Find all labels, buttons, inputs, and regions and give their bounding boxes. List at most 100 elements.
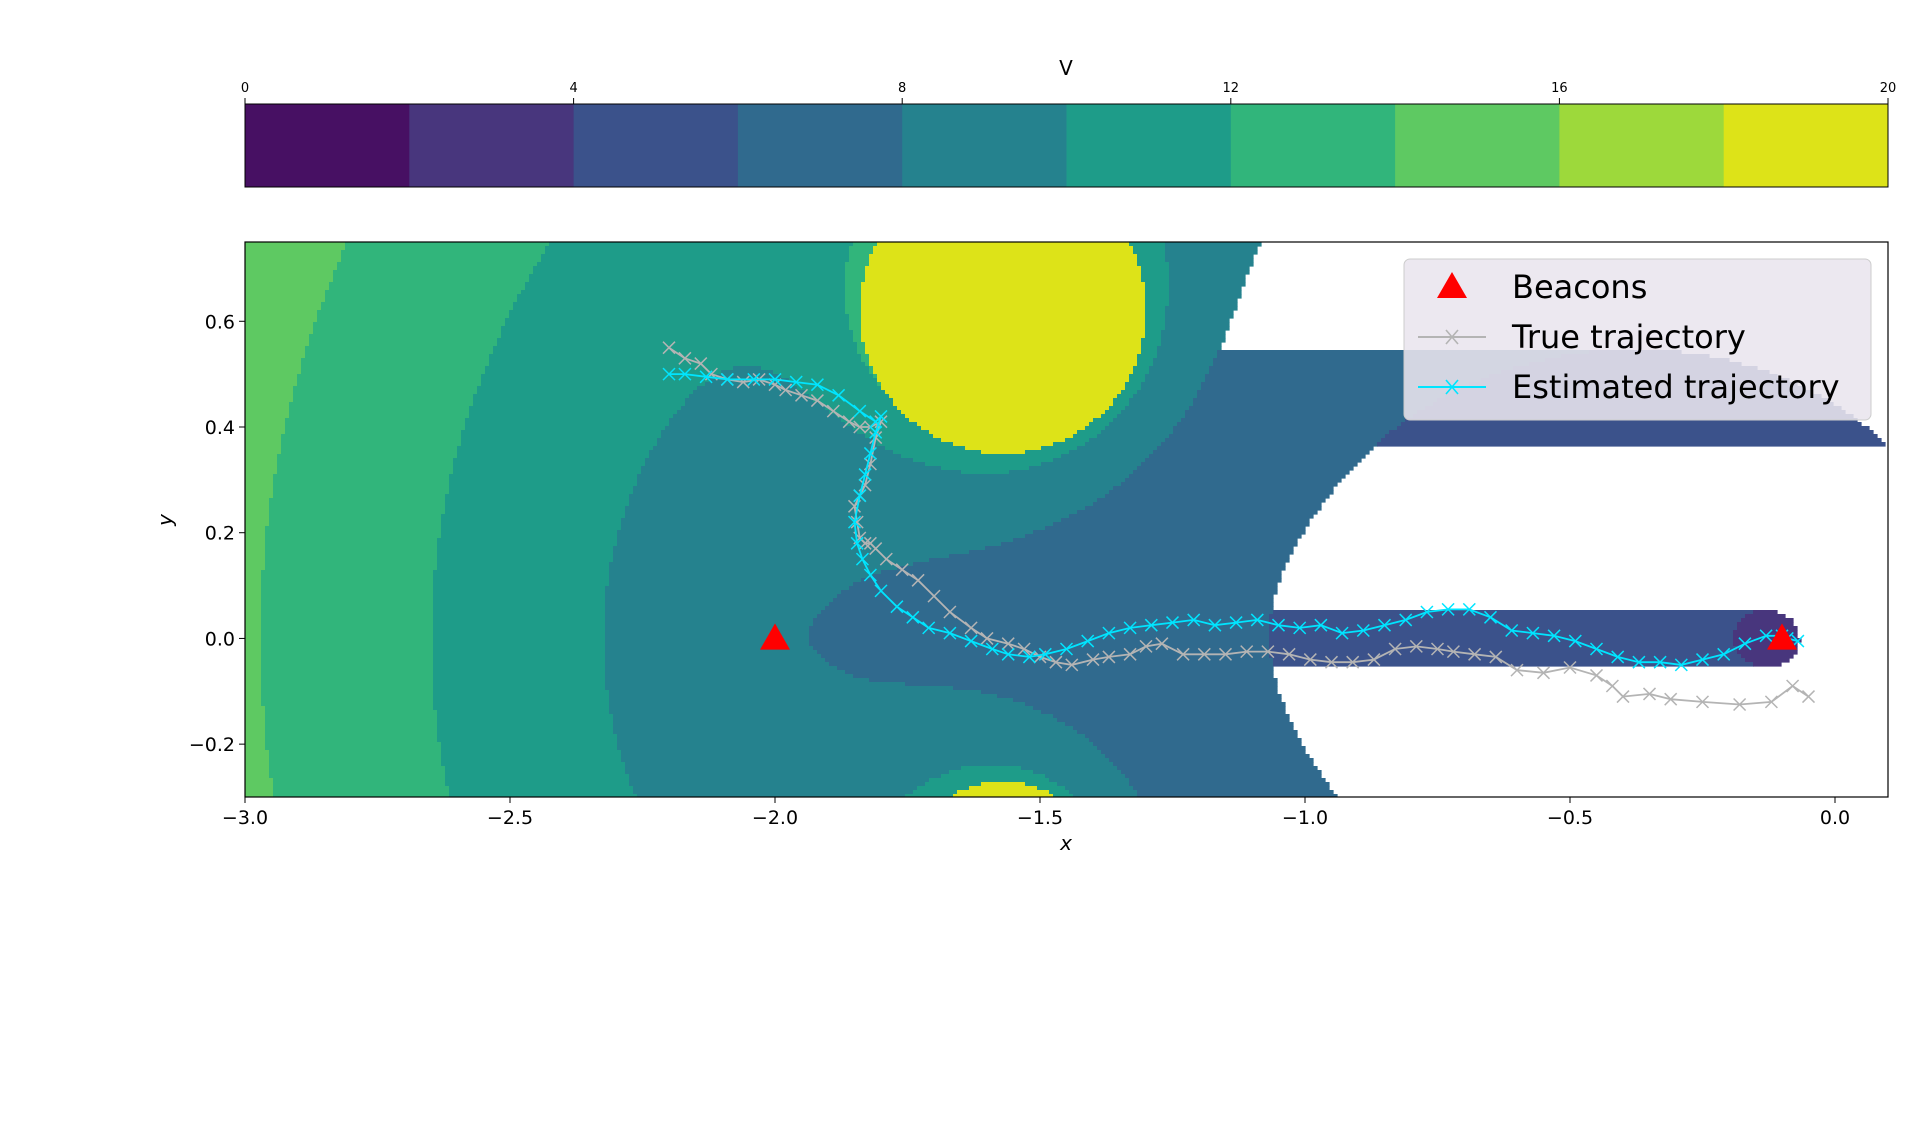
contour-cell (617, 746, 1098, 751)
contour-cell (245, 722, 266, 727)
contour-cell (245, 702, 262, 707)
contour-cell (861, 306, 1146, 311)
contour-cell (265, 550, 438, 555)
contour-cell (269, 510, 446, 515)
contour-cell (969, 550, 1294, 555)
estimated-trajectory-point (1441, 602, 1455, 616)
true-trajectory-point (794, 388, 809, 402)
contour-cell (289, 414, 470, 419)
contour-cell (1093, 502, 1322, 507)
estimated-trajectory-point (922, 621, 936, 635)
contour-cell (245, 518, 270, 523)
contour-cell (1173, 430, 1390, 435)
contour-cell (269, 762, 442, 767)
contour-cell (433, 586, 606, 591)
contour-cell (433, 662, 606, 667)
contour-cell (305, 350, 494, 355)
contour-cell (853, 674, 1274, 679)
contour-cell (273, 478, 450, 483)
contour-cell (245, 790, 274, 795)
trajectory-layer (662, 341, 1816, 712)
x-tick-label: −0.5 (1547, 807, 1593, 829)
contour-cell (897, 566, 1286, 571)
contour-cell (941, 466, 1030, 471)
contour-cell (265, 738, 438, 743)
contour-cell (605, 594, 838, 599)
contour-cell (605, 602, 830, 607)
contour-cell (1137, 790, 1334, 795)
contour-cell (637, 482, 1122, 487)
contour-cell (1169, 266, 1250, 271)
contour-cell (909, 418, 1094, 423)
legend-box (1403, 258, 1872, 421)
contour-cell (613, 546, 986, 551)
contour-cell (265, 710, 438, 715)
contour-cell (245, 274, 334, 279)
true-trajectory-point (1282, 647, 1296, 661)
contour-cell (1129, 242, 1166, 247)
estimated-trajectory-point (768, 372, 782, 386)
contour-cell (1137, 362, 1154, 367)
true-trajectory-point (1733, 697, 1747, 712)
estimated-trajectory-point (1314, 618, 1328, 632)
contour-cell (669, 422, 846, 427)
contour-cell (845, 670, 1274, 675)
contour-cell (1753, 610, 1778, 615)
contour-cell (1145, 310, 1166, 315)
contour-cell (1137, 794, 1338, 797)
contour-cell (609, 710, 1042, 715)
contour-cell (1069, 514, 1314, 519)
contour-cell (849, 314, 862, 319)
true-trajectory-point (1764, 695, 1778, 709)
contour-cell (953, 794, 1054, 797)
contour-cell (1165, 322, 1230, 327)
contour-cell (809, 626, 1270, 631)
contour-cell (245, 590, 262, 595)
estimated-trajectory-point (1081, 634, 1095, 648)
contour-cell (865, 266, 1142, 271)
contour-cell (621, 750, 1102, 755)
contour-cell (1269, 654, 1742, 659)
contour-cell (313, 330, 502, 335)
contour-cell (733, 366, 762, 371)
contour-cell (433, 690, 610, 695)
contour-cell (617, 530, 1034, 535)
contour-cell (245, 634, 262, 639)
contour-cell (273, 782, 446, 787)
contour-cell (245, 762, 270, 767)
contour-cell (545, 250, 850, 255)
contour-cell (245, 574, 262, 579)
contour-cell (1121, 482, 1338, 487)
contour-cell (605, 642, 810, 647)
contour-cell (1273, 610, 1754, 615)
contour-cell (261, 578, 434, 583)
contour-cell (849, 318, 862, 323)
contour-cell (605, 638, 810, 643)
contour-cell (693, 390, 806, 395)
contour-cell (245, 538, 266, 543)
contour-cell (1129, 778, 1326, 783)
colorbar-band (1395, 104, 1560, 187)
estimated-trajectory-point (1738, 637, 1752, 651)
contour-cell (861, 282, 1146, 287)
contour-cell (273, 494, 446, 499)
contour-cell (309, 342, 498, 347)
contour-cell (433, 658, 606, 663)
contour-cell (245, 670, 262, 675)
contour-cell (845, 290, 862, 295)
contour-cell (317, 318, 506, 323)
contour-cell (1153, 362, 1214, 367)
contour-cell (1137, 258, 1166, 263)
contour-cell (1153, 358, 1214, 363)
contour-cell (245, 242, 346, 247)
contour-cell (637, 794, 906, 797)
true-trajectory-point (1155, 637, 1169, 651)
contour-cell (821, 402, 894, 407)
contour-cell (825, 606, 1274, 611)
contour-cell (437, 562, 610, 567)
contour-cell (433, 646, 606, 651)
estimated-trajectory-point (1102, 626, 1116, 640)
estimated-trajectory-point (1001, 647, 1015, 661)
contour-cell (265, 726, 438, 731)
contour-cell (449, 490, 634, 495)
